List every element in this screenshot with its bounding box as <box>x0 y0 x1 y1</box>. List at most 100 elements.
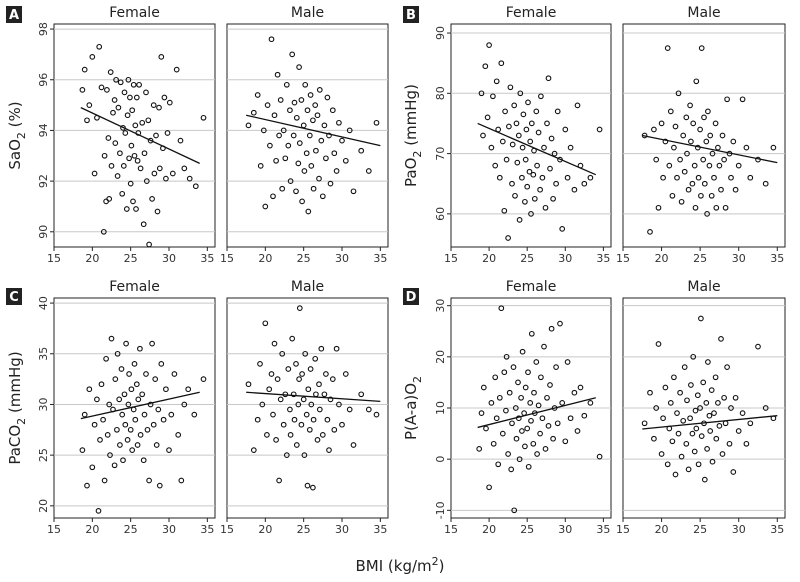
x-tick-label: 30 <box>335 523 349 536</box>
data-point <box>574 428 581 434</box>
y-axis-label-rest: (mmHg) <box>6 351 24 418</box>
data-point <box>81 66 88 73</box>
data-point <box>139 391 146 398</box>
panel-badge-bg <box>403 6 419 23</box>
data-point <box>339 421 345 428</box>
data-point <box>129 107 136 114</box>
data-point <box>181 401 188 408</box>
data-point <box>732 394 739 401</box>
x-tick-label: 25 <box>693 523 707 536</box>
data-point <box>501 207 508 214</box>
data-point <box>762 180 769 187</box>
data-point <box>653 405 660 411</box>
y-tick-label: 60 <box>434 207 447 221</box>
fit-line <box>80 391 200 420</box>
data-point <box>312 355 319 362</box>
data-point <box>318 345 325 352</box>
data-point <box>118 366 125 372</box>
data-point <box>310 416 317 423</box>
data-point <box>79 447 86 453</box>
x-tick-label: 20 <box>482 252 496 265</box>
data-point <box>310 117 316 124</box>
data-point <box>155 406 162 413</box>
fit-line <box>642 415 778 430</box>
data-point <box>298 421 305 428</box>
data-point <box>86 102 93 108</box>
data-point <box>503 353 510 360</box>
data-point <box>544 120 550 127</box>
data-point <box>279 185 286 192</box>
data-point <box>709 458 716 465</box>
data-point <box>299 371 305 377</box>
data-point <box>304 482 311 489</box>
data-point <box>490 440 497 447</box>
data-point <box>526 168 533 175</box>
data-point <box>690 120 697 127</box>
data-point <box>724 364 730 370</box>
data-point <box>495 461 502 468</box>
data-point <box>141 411 148 418</box>
data-point <box>705 108 711 115</box>
data-point <box>547 165 553 172</box>
data-point <box>296 140 303 146</box>
data-point <box>511 102 518 109</box>
data-point <box>175 432 182 438</box>
data-point <box>557 320 563 327</box>
data-point <box>660 174 666 181</box>
data-point <box>735 162 742 169</box>
y-tick-label: -10 <box>434 501 447 519</box>
x-tick-label: 30 <box>558 252 572 265</box>
x-tick-label: 30 <box>335 252 349 265</box>
data-point <box>525 463 532 470</box>
data-point <box>695 174 702 181</box>
data-point <box>146 241 152 248</box>
data-point <box>522 384 529 391</box>
data-point <box>509 420 515 427</box>
y-axis-label-rest: (%) <box>6 101 24 132</box>
data-point <box>687 415 693 422</box>
data-point <box>107 69 114 75</box>
data-point <box>373 119 380 126</box>
data-point <box>492 374 499 381</box>
data-point <box>667 108 674 115</box>
data-point <box>121 89 128 96</box>
data-point <box>488 144 495 151</box>
data-point <box>502 108 508 115</box>
data-point <box>503 156 510 163</box>
data-point <box>708 192 715 199</box>
data-point <box>541 144 547 151</box>
data-point <box>132 416 139 423</box>
x-tick-label: 20 <box>258 523 272 536</box>
data-point <box>525 99 531 106</box>
data-point <box>482 63 489 70</box>
x-tick-label: 15 <box>616 523 630 536</box>
data-point <box>691 448 698 455</box>
data-point <box>134 442 141 448</box>
panel-female: Female 90 92 94 96 98 15 20 25 30 35 <box>37 5 216 265</box>
data-point <box>705 359 711 365</box>
data-point <box>299 198 305 205</box>
data-point <box>669 192 676 199</box>
data-point <box>534 162 540 169</box>
x-tick-label: 15 <box>616 252 630 265</box>
panel-badge: A <box>6 6 22 23</box>
data-point <box>114 173 121 179</box>
data-point <box>133 381 140 388</box>
data-point <box>127 180 134 187</box>
data-point <box>747 420 754 427</box>
data-point <box>127 426 134 433</box>
data-point <box>692 407 699 414</box>
data-point <box>726 440 733 447</box>
data-point <box>506 389 513 396</box>
data-point <box>274 376 281 382</box>
data-point <box>277 396 284 403</box>
data-point <box>478 90 485 97</box>
data-point <box>100 228 107 235</box>
data-point <box>200 114 207 121</box>
data-point <box>655 204 662 211</box>
data-point <box>116 396 123 403</box>
data-point <box>321 122 328 129</box>
data-point <box>287 107 293 114</box>
data-point <box>518 394 524 401</box>
y-tick-label: 90 <box>434 26 447 40</box>
